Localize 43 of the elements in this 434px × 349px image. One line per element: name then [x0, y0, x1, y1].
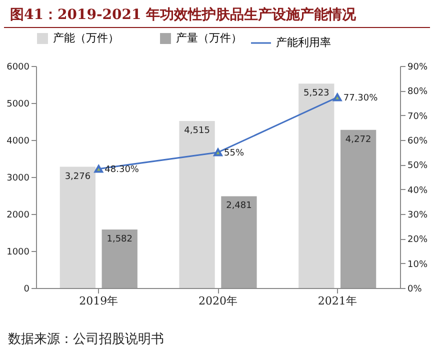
y-tick-label: 3000 [6, 174, 30, 184]
source-note: 数据来源：公司招股说明书 [7, 331, 165, 349]
bar [340, 130, 376, 288]
y2-tick-label: 0% [408, 284, 422, 294]
y2-tick-label: 50% [408, 161, 428, 172]
bar [60, 166, 96, 288]
y-tick-label: 0 [24, 284, 30, 294]
y2-tick-label: 30% [408, 210, 428, 220]
data-label: 55% [224, 148, 244, 158]
bar [102, 229, 138, 288]
data-label: 2,481 [226, 201, 252, 212]
bar [221, 196, 257, 288]
y-tick-label: 4000 [6, 136, 30, 146]
legend-label: 产量（万件） [176, 32, 242, 45]
x-tick-label: 2019年 [79, 294, 118, 308]
bar [298, 84, 334, 288]
data-label: 1,582 [106, 234, 133, 244]
point [332, 93, 342, 102]
y2-tick-label: 10% [408, 260, 428, 270]
y-tick-label: 2000 [6, 210, 30, 220]
chart-title: 图41：2019-2021 年功效性护肤品生产设施产能情况 [4, 0, 430, 28]
x-tick-label: 2021年 [318, 294, 357, 308]
y2-tick-label: 60% [408, 136, 428, 146]
data-label: 4,515 [184, 126, 210, 136]
data-label: 4,272 [345, 134, 372, 145]
legend-label: 产能利用率 [276, 36, 331, 49]
x-tick-label: 2020年 [198, 294, 238, 308]
data-label: 5,523 [303, 88, 330, 99]
y-tick-label: 1000 [6, 248, 30, 258]
y2-tick-label: 20% [408, 235, 428, 246]
legend-label: 产能（万件） [53, 32, 119, 45]
y2-tick-label: 90% [408, 62, 428, 72]
y-tick-label: 6000 [6, 62, 30, 72]
data-label: 48.30% [104, 164, 140, 175]
y2-tick-label: 80% [408, 87, 428, 98]
y-tick-label: 5000 [6, 100, 30, 110]
data-label: 77.30% [343, 93, 378, 104]
y2-tick-label: 40% [408, 186, 428, 196]
point [94, 164, 104, 173]
point [214, 148, 222, 156]
y2-tick-label: 70% [408, 112, 428, 122]
data-label: 3,276 [64, 172, 91, 182]
bar [179, 120, 215, 288]
